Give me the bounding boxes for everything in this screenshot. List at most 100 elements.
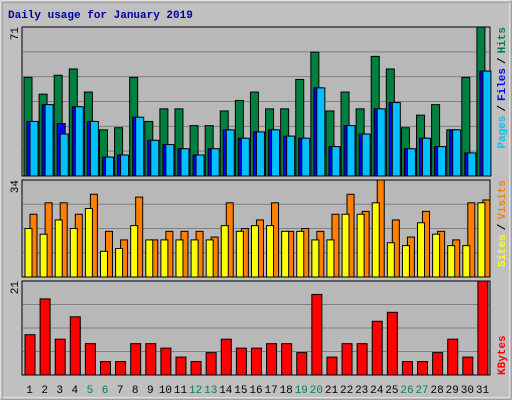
bar xyxy=(401,245,410,278)
legend-entry: Pages xyxy=(497,116,509,149)
bar xyxy=(452,129,462,177)
bar xyxy=(165,144,175,177)
bar xyxy=(331,146,341,177)
x-tick-label: 31 xyxy=(476,385,490,397)
bar xyxy=(286,135,296,177)
legend-entry: KBytes xyxy=(497,335,509,375)
x-tick-label: 2 xyxy=(41,385,48,397)
bar xyxy=(301,137,311,177)
bar xyxy=(44,104,54,177)
legend-separator: / xyxy=(497,105,509,112)
bar xyxy=(160,347,172,376)
y-tick-label: 71 xyxy=(10,27,22,41)
bar xyxy=(346,125,356,177)
bar xyxy=(462,245,471,278)
x-tick-label: 12 xyxy=(189,385,202,397)
x-tick-label: 21 xyxy=(325,385,339,397)
x-tick-label: 23 xyxy=(355,385,368,397)
bar xyxy=(376,108,386,177)
bar xyxy=(356,343,368,376)
bar xyxy=(386,242,395,278)
bar xyxy=(59,133,69,177)
bar xyxy=(145,343,157,376)
x-tick-label: 16 xyxy=(249,385,262,397)
bar xyxy=(24,228,33,278)
bar xyxy=(401,361,413,376)
bar xyxy=(447,338,459,376)
bar xyxy=(341,213,350,278)
bar xyxy=(74,106,84,177)
legend-separator: / xyxy=(497,223,509,230)
bar xyxy=(220,338,232,376)
bar xyxy=(205,352,217,376)
bar xyxy=(296,352,308,376)
bar xyxy=(39,233,48,278)
bar xyxy=(69,316,81,376)
bar xyxy=(386,311,398,376)
bar xyxy=(240,137,250,177)
bar xyxy=(54,338,66,376)
x-tick-label: 19 xyxy=(295,385,308,397)
bar xyxy=(447,245,456,278)
bar xyxy=(150,139,160,177)
bar xyxy=(250,225,259,278)
bar xyxy=(361,133,371,177)
bar xyxy=(311,293,323,376)
bar xyxy=(432,233,441,278)
bar xyxy=(341,343,353,376)
x-tick-label: 9 xyxy=(147,385,154,397)
bar xyxy=(104,156,114,177)
x-tick-label: 18 xyxy=(280,385,293,397)
bar xyxy=(115,361,127,376)
bar xyxy=(482,70,492,177)
legend: KBytes xyxy=(497,335,509,375)
bar xyxy=(190,239,199,278)
bar xyxy=(210,148,220,177)
x-tick-label: 5 xyxy=(87,385,94,397)
bar xyxy=(255,131,265,177)
bar xyxy=(266,225,275,278)
bar xyxy=(24,334,36,376)
x-tick-label: 25 xyxy=(385,385,398,397)
bar xyxy=(467,152,477,177)
bar xyxy=(467,202,476,278)
bar xyxy=(422,137,432,177)
bar xyxy=(356,213,365,278)
bar xyxy=(235,347,247,376)
x-tick-label: 10 xyxy=(159,385,172,397)
bar xyxy=(311,239,320,278)
y-tick-label: 34 xyxy=(10,180,22,194)
bar xyxy=(225,129,235,177)
bar xyxy=(462,356,474,376)
bar xyxy=(266,343,278,376)
y-tick-label: 21 xyxy=(10,281,22,295)
bar xyxy=(437,146,447,177)
bar xyxy=(89,120,99,177)
bar xyxy=(160,239,169,278)
bar xyxy=(220,225,229,278)
x-tick-label: 6 xyxy=(102,385,109,397)
bar xyxy=(477,280,489,376)
legend: Sites / Visits xyxy=(497,180,509,267)
bar xyxy=(175,239,184,278)
bar xyxy=(69,228,78,278)
x-tick-label: 3 xyxy=(56,385,63,397)
x-tick-label: 11 xyxy=(174,385,188,397)
bar xyxy=(371,202,380,278)
bar xyxy=(432,352,444,376)
bar xyxy=(175,356,187,376)
x-tick-label: 15 xyxy=(234,385,247,397)
bar xyxy=(371,320,383,376)
bar xyxy=(271,129,281,177)
x-tick-label: 28 xyxy=(431,385,444,397)
x-tick-label: 1 xyxy=(26,385,33,397)
bar xyxy=(39,298,51,376)
bar xyxy=(281,343,293,376)
bar xyxy=(135,116,145,177)
x-tick-label: 22 xyxy=(340,385,353,397)
bar xyxy=(316,87,326,177)
bar xyxy=(205,239,214,278)
bar xyxy=(84,208,93,278)
